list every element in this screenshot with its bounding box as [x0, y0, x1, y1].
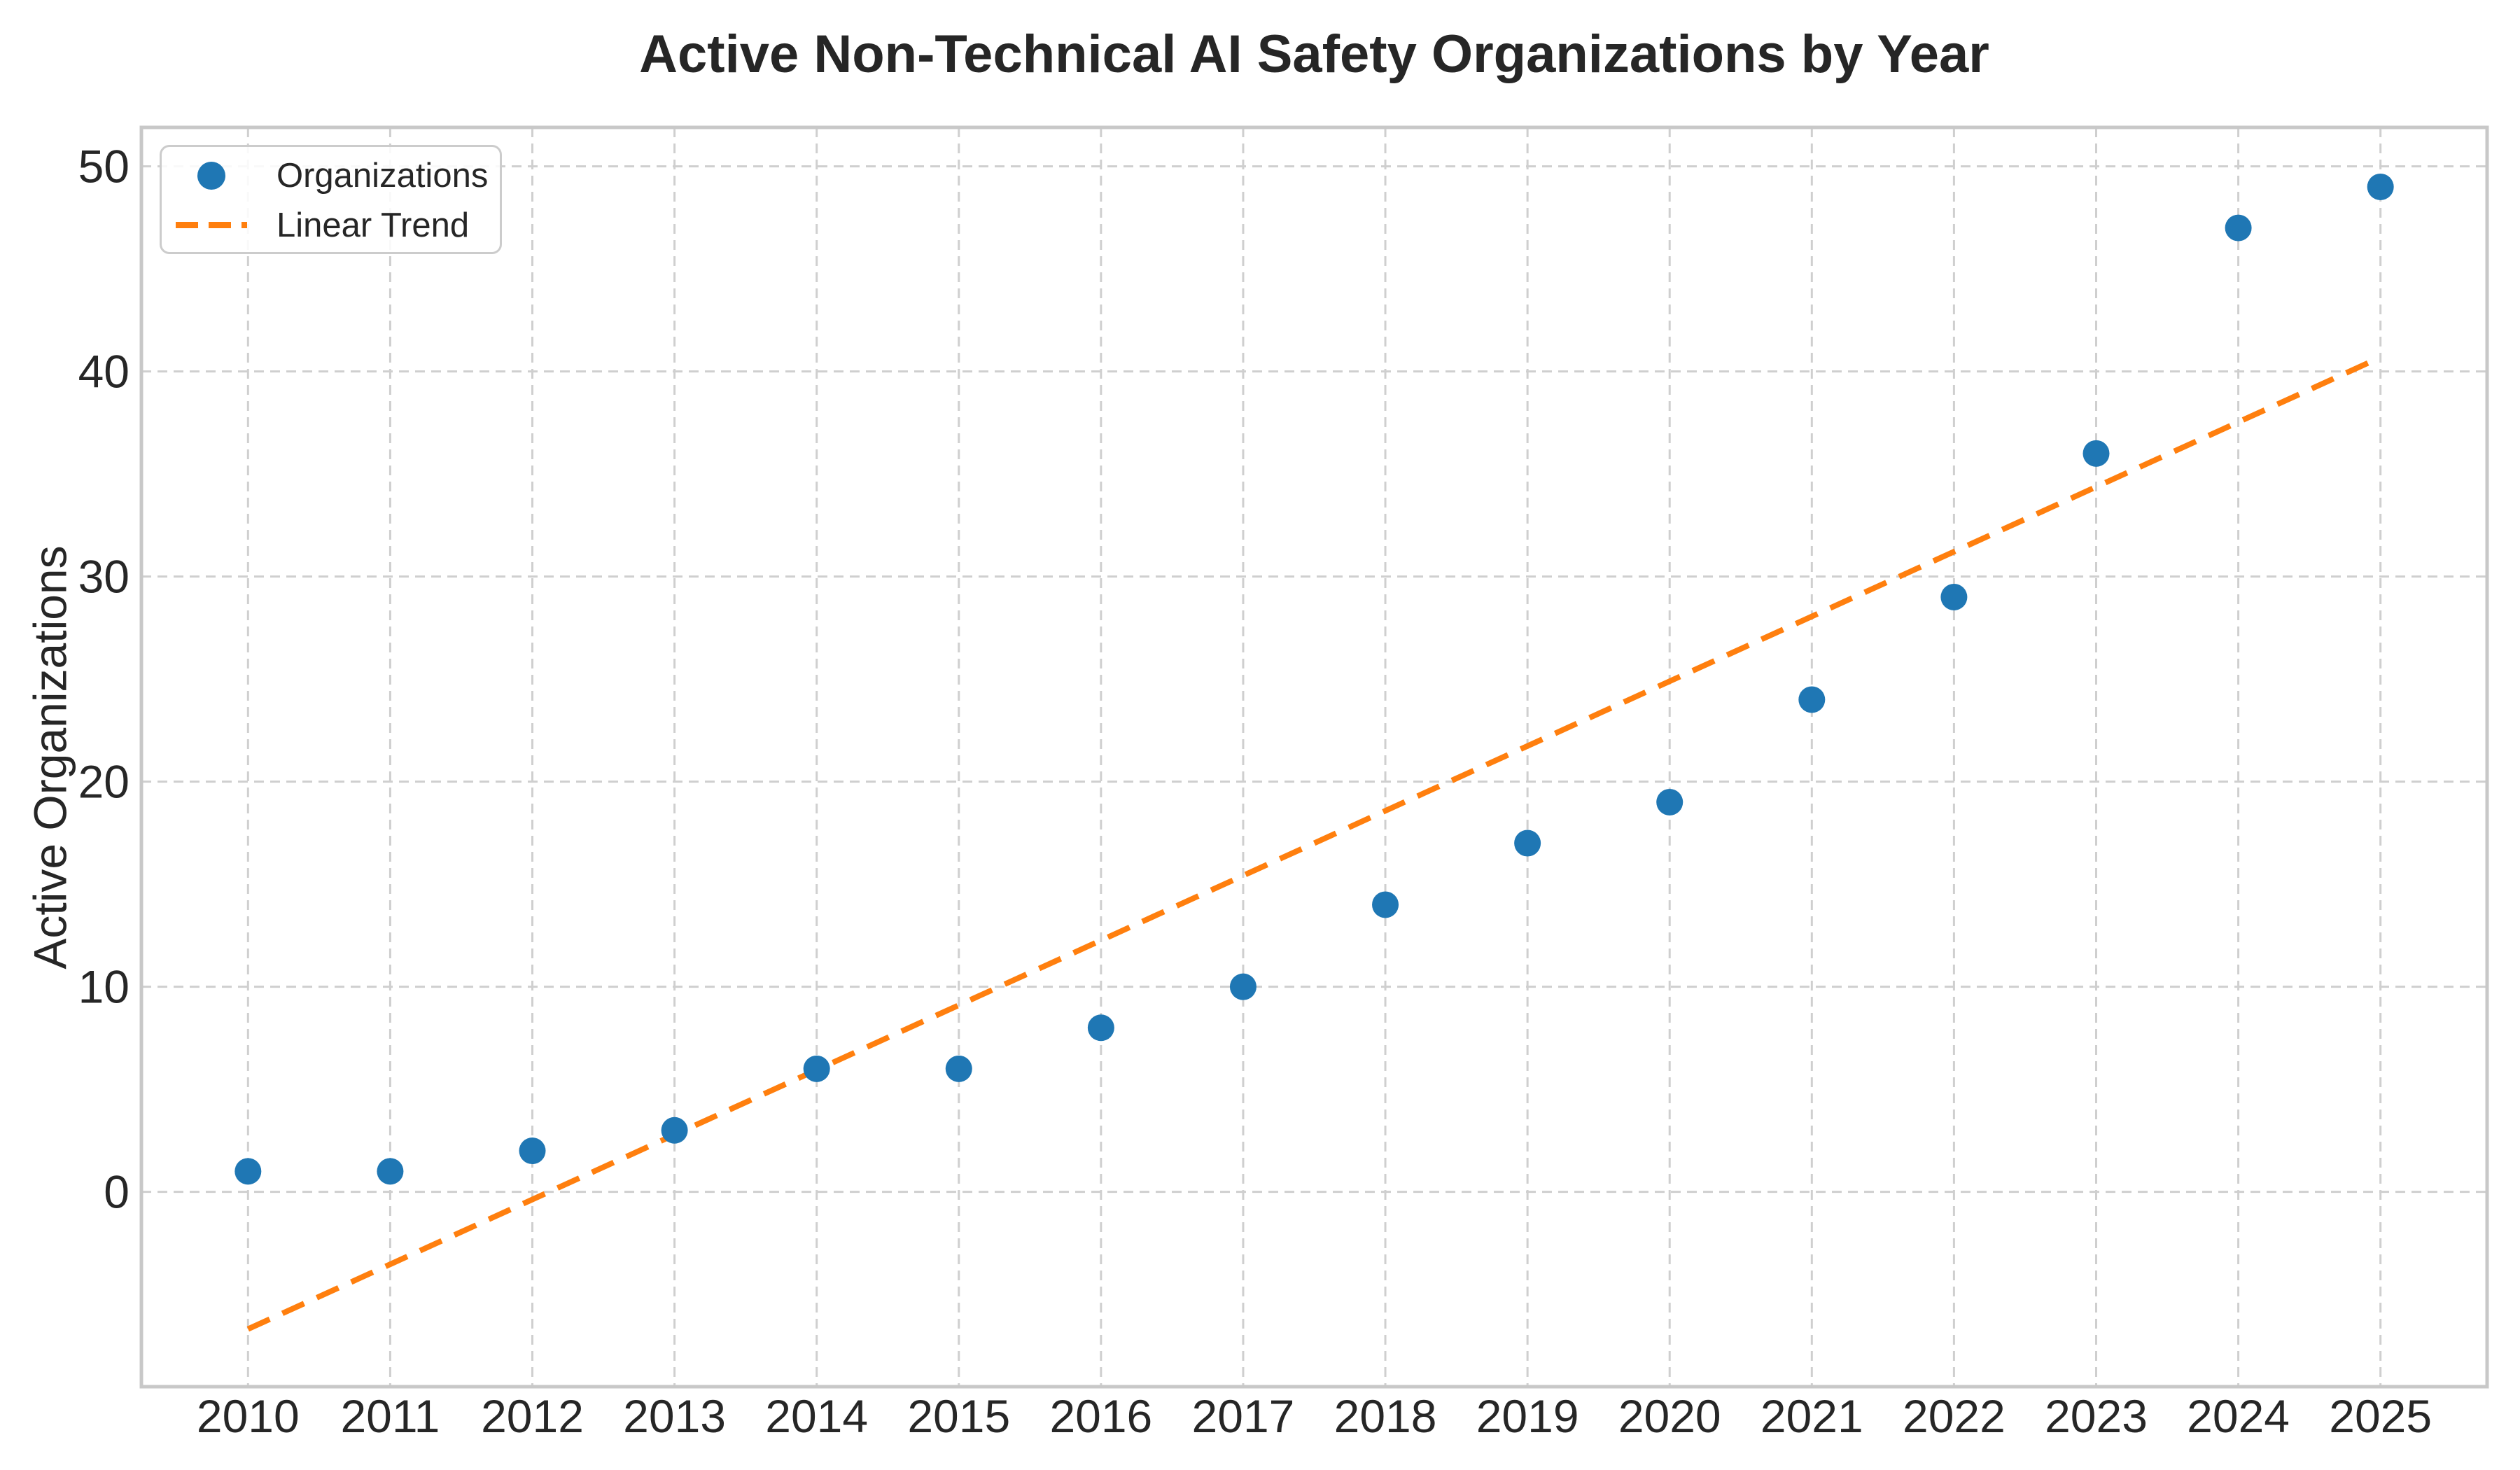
- data-point: [1087, 1014, 1114, 1042]
- legend-label-linear-trend: Linear Trend: [276, 206, 470, 244]
- x-tick-label: 2024: [2187, 1390, 2290, 1442]
- legend-label-organizations: Organizations: [276, 156, 489, 195]
- trend-line: [246, 354, 2382, 1332]
- legend-handle: [176, 222, 247, 228]
- y-tick-label: 10: [78, 961, 130, 1013]
- x-tick-label: 2018: [1334, 1390, 1437, 1442]
- legend: Organizations Linear Trend: [160, 145, 502, 254]
- data-point: [2225, 214, 2252, 241]
- data-point: [661, 1116, 688, 1144]
- data-point: [234, 1158, 262, 1185]
- y-tick-label: 0: [104, 1166, 130, 1218]
- data-point: [1798, 686, 1826, 713]
- x-tick-label: 2012: [481, 1390, 584, 1442]
- data-point: [1656, 788, 1684, 816]
- data-point: [2082, 440, 2110, 467]
- data-point: [803, 1055, 830, 1082]
- x-tick-label: 2019: [1476, 1390, 1579, 1442]
- y-axis-label: Active Organizations: [24, 545, 76, 969]
- data-point: [1514, 830, 1541, 857]
- chart-title: Active Non-Technical AI Safety Organizat…: [639, 24, 1989, 84]
- x-tick-labels: 2010 2011 2012 2013 2014 2015 2016 2017 2018 2019…: [197, 1390, 2432, 1442]
- y-tick-label: 40: [78, 346, 130, 398]
- data-point: [377, 1158, 404, 1185]
- data-point: [945, 1055, 972, 1082]
- x-tick-label: 2021: [1760, 1390, 1863, 1442]
- x-tick-label: 2023: [2045, 1390, 2148, 1442]
- x-tick-label: 2010: [197, 1390, 300, 1442]
- data-point: [1372, 891, 1399, 918]
- data-point: [1229, 973, 1256, 1000]
- x-tick-label: 2025: [2329, 1390, 2432, 1442]
- legend-item-linear-trend: Linear Trend: [162, 200, 500, 250]
- data-point: [2367, 173, 2394, 200]
- legend-handle: [176, 161, 247, 190]
- x-tick-label: 2017: [1192, 1390, 1295, 1442]
- dashed-line-marker-icon: [176, 222, 247, 228]
- scatter-points: [234, 173, 2394, 1185]
- data-point: [519, 1138, 546, 1165]
- x-tick-label: 2022: [1903, 1390, 2005, 1442]
- y-tick-labels: 0 10 20 30 40 50: [78, 141, 130, 1218]
- y-tick-label: 30: [78, 551, 130, 603]
- y-tick-label: 50: [78, 141, 130, 192]
- x-tick-label: 2015: [907, 1390, 1010, 1442]
- gridlines: [141, 127, 2487, 1387]
- legend-item-organizations: Organizations: [162, 150, 500, 200]
- scatter-marker-icon: [197, 161, 225, 190]
- data-point: [1940, 583, 1968, 610]
- x-tick-label: 2020: [1618, 1390, 1721, 1442]
- y-tick-label: 20: [78, 756, 130, 808]
- x-tick-label: 2013: [623, 1390, 726, 1442]
- axes-spines: [139, 125, 2489, 1389]
- x-tick-label: 2014: [765, 1390, 868, 1442]
- x-tick-label: 2016: [1049, 1390, 1152, 1442]
- x-tick-label: 2011: [340, 1390, 440, 1442]
